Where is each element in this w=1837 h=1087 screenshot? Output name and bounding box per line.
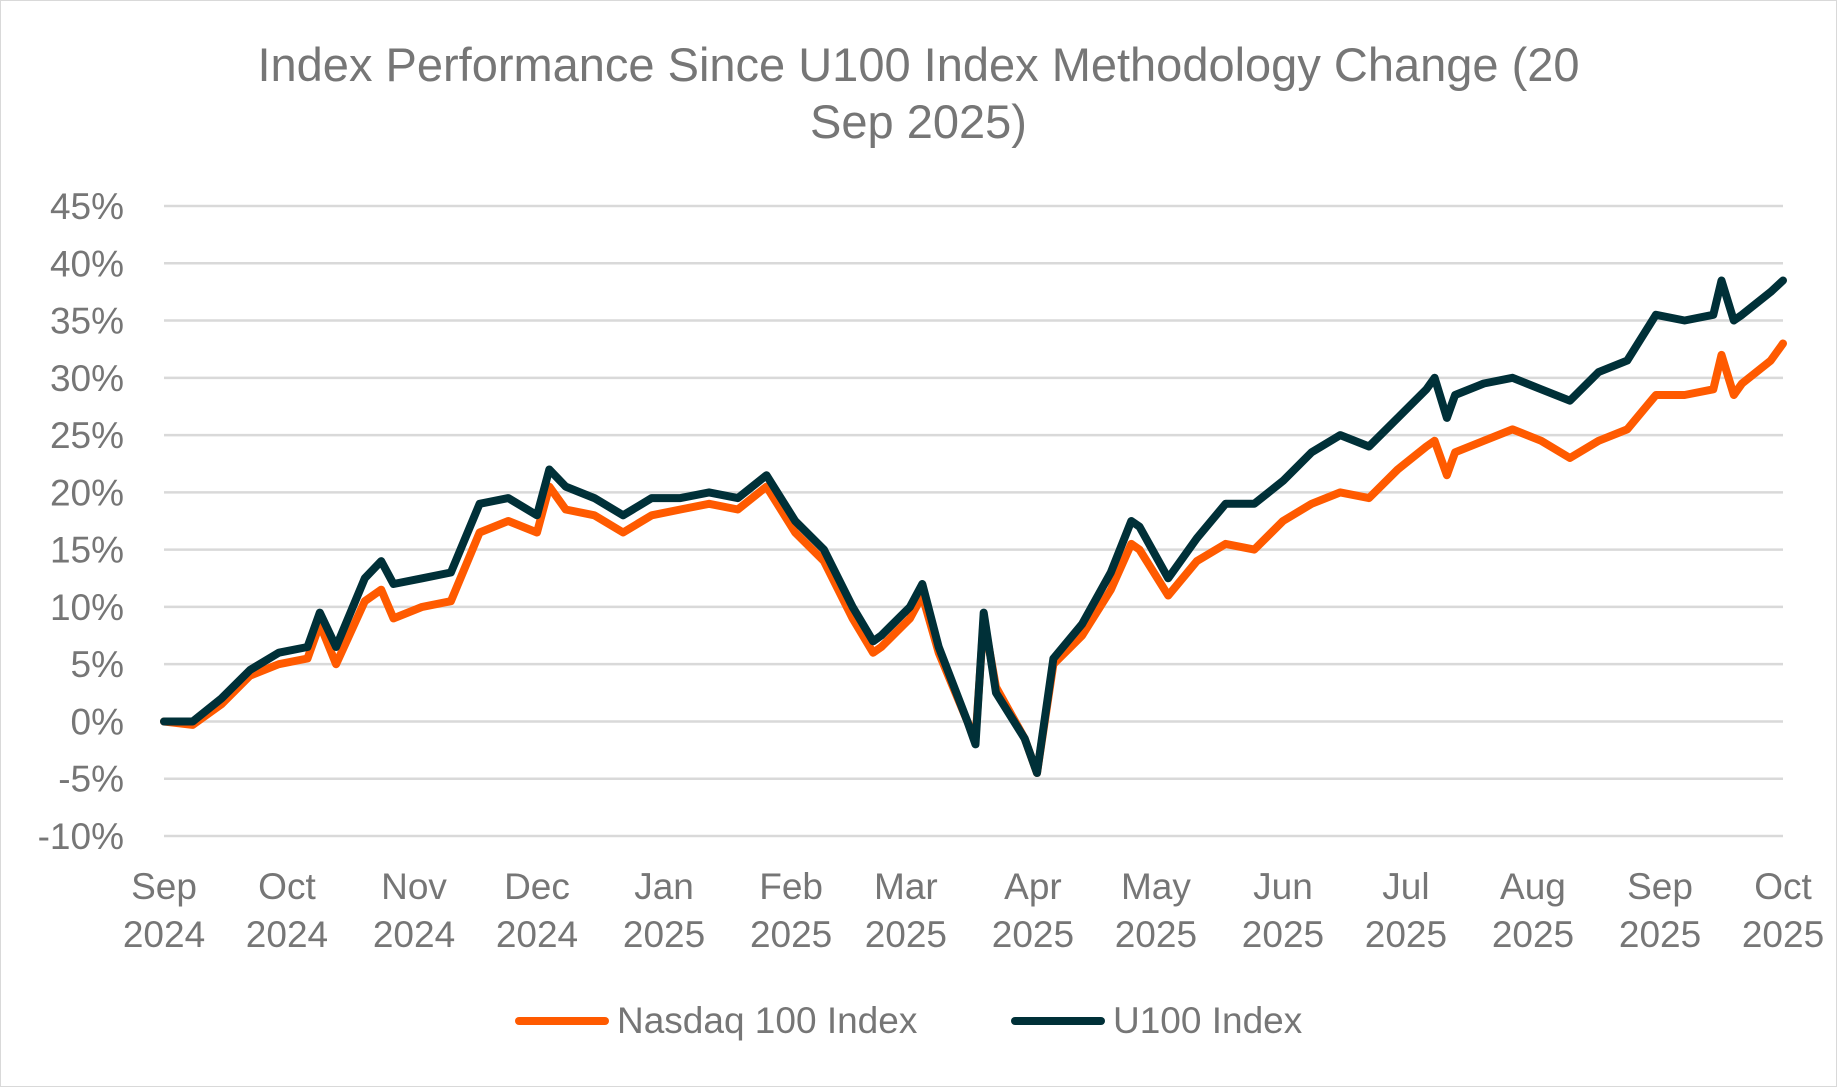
legend-item-u100: U100 Index <box>1011 998 1302 1044</box>
x-tick-label: 2025 <box>623 914 705 955</box>
legend-item-nasdaq-100: Nasdaq 100 Index <box>515 998 917 1044</box>
x-tick-label: Jun <box>1253 866 1313 907</box>
series-line-nasdaq-100-index <box>160 339 1787 777</box>
x-tick-label: Sep <box>131 866 197 907</box>
legend-label: Nasdaq 100 Index <box>617 1000 918 1041</box>
x-tick-label: 2025 <box>750 914 832 955</box>
y-tick-label: -5% <box>58 759 124 800</box>
x-tick-label: Oct <box>258 866 316 907</box>
x-tick-label: 2025 <box>1619 914 1701 955</box>
x-tick-label: 2024 <box>246 914 328 955</box>
y-tick-label: 40% <box>50 243 124 284</box>
y-tick-label: 30% <box>50 358 124 399</box>
series-line-u100-index <box>160 276 1787 777</box>
x-tick-label: Sep <box>1627 866 1693 907</box>
y-tick-label: 35% <box>50 301 124 342</box>
x-tick-label: 2024 <box>373 914 455 955</box>
gridlines <box>164 204 1783 838</box>
chart-title-line-1: Index Performance Since U100 Index Metho… <box>257 38 1580 91</box>
chart-title-line-2: Sep 2025) <box>810 95 1027 148</box>
x-tick-label: Oct <box>1754 866 1812 907</box>
legend-swatch-nasdaq-100 <box>515 1017 609 1025</box>
y-axis-tick-labels: -10% -5% 0% 5% 10% 15% 20% 25% 30% 35% 40% 45% <box>38 186 124 857</box>
x-tick-label: 2025 <box>1742 914 1824 955</box>
x-tick-label: Jan <box>634 866 694 907</box>
x-tick-label: 2025 <box>1492 914 1574 955</box>
x-tick-label: 2025 <box>1365 914 1447 955</box>
y-tick-label: 10% <box>50 587 124 628</box>
legend: Nasdaq 100 Index U100 Index <box>0 998 1837 1048</box>
x-tick-label: 2024 <box>496 914 578 955</box>
y-tick-label: 45% <box>50 186 124 227</box>
y-tick-label: 5% <box>71 644 124 685</box>
x-tick-label: 2025 <box>865 914 947 955</box>
x-tick-label: Mar <box>874 866 938 907</box>
x-tick-label: 2025 <box>1242 914 1324 955</box>
x-tick-label: 2024 <box>123 914 205 955</box>
y-tick-label: -10% <box>38 816 124 857</box>
x-tick-label: 2025 <box>992 914 1074 955</box>
y-tick-label: 15% <box>50 530 124 571</box>
x-tick-label: Aug <box>1500 866 1566 907</box>
series-lines <box>160 276 1787 777</box>
x-tick-label: 2025 <box>1115 914 1197 955</box>
y-tick-label: 25% <box>50 415 124 456</box>
x-tick-label: Apr <box>1004 866 1062 907</box>
legend-label: U100 Index <box>1113 1000 1303 1041</box>
y-tick-label: 20% <box>50 472 124 513</box>
x-tick-label: Nov <box>381 866 447 907</box>
x-tick-label: Feb <box>759 866 823 907</box>
y-tick-label: 0% <box>71 701 124 742</box>
x-axis-tick-labels: Sep 2024 Oct 2024 Nov 2024 Dec 2024 Jan 2025 Feb 20… <box>123 866 1824 955</box>
x-tick-label: Dec <box>504 866 570 907</box>
chart-title: Index Performance Since U100 Index Metho… <box>0 36 1837 150</box>
x-tick-label: Jul <box>1382 866 1429 907</box>
legend-swatch-u100 <box>1011 1017 1105 1025</box>
x-tick-label: May <box>1121 866 1191 907</box>
